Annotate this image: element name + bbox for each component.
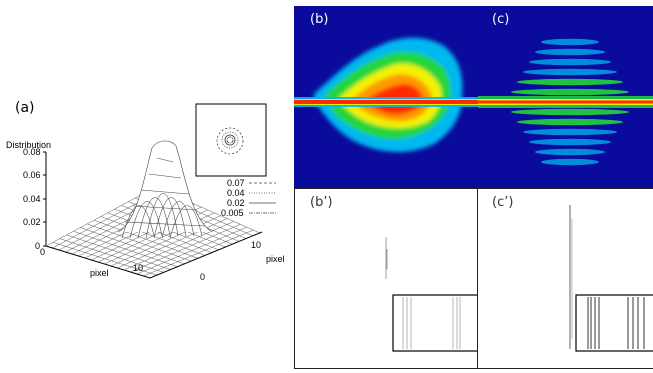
legend-entry: 0.07 [227, 178, 245, 188]
legend-entry: 0.02 [227, 198, 245, 208]
surface-plot [43, 103, 276, 279]
inset-c-prime [575, 294, 653, 352]
panel-b-prime-label: (b’) [310, 195, 333, 210]
x-axis-label: pixel [90, 268, 109, 278]
panel-c-prime-label: (c’) [492, 195, 514, 210]
z-tick-label: 0.08 [23, 147, 41, 157]
panel-b-heatmap: (b) [294, 6, 478, 188]
panel-a-label: (a) [15, 100, 35, 116]
y-tick-label: 10 [251, 240, 262, 250]
panel-c-prime: (c’) [477, 188, 653, 369]
y-tick-label: 0 [200, 272, 206, 282]
panel-c-label: (c) [492, 12, 510, 27]
interference-fringes [511, 38, 629, 166]
panel-b-prime: (b’) [294, 188, 478, 369]
z-tick-label: 0 [35, 241, 41, 251]
x-tick-label: 10 [133, 263, 144, 273]
inset-b-prime [392, 294, 477, 352]
z-axis-label: Distribution [6, 140, 52, 150]
x-tick-label: 0 [40, 247, 46, 257]
z-tick-label: 0.06 [23, 170, 41, 180]
legend-entry: 0.005 [221, 208, 244, 218]
z-tick-label: 0.04 [23, 194, 41, 204]
z-tick-label: 0.02 [23, 217, 41, 227]
panel-c-heatmap: (c) [478, 6, 653, 188]
panel-b-label: (b) [310, 12, 329, 27]
distribution-peak [117, 140, 213, 239]
contour-inset [195, 103, 267, 177]
legend-entry: 0.04 [227, 188, 245, 198]
y-axis-label: pixel [266, 254, 285, 264]
base-frame [45, 231, 263, 279]
